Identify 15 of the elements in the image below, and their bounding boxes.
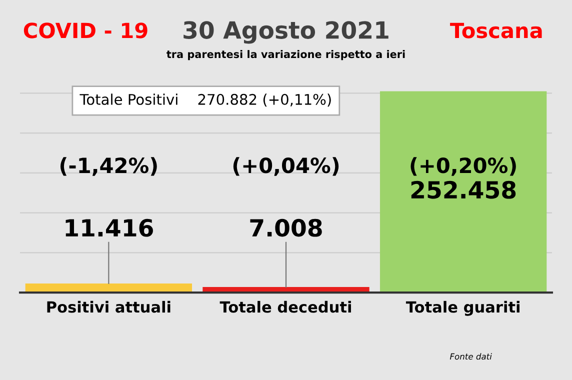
annotation: (-1,42%) bbox=[60, 157, 157, 176]
x-tick-label: Totale guariti bbox=[406, 300, 520, 316]
data-label: 11.416 bbox=[66, 218, 153, 237]
data-label: 252.458 bbox=[411, 180, 516, 199]
chart-subtitle: tra parentesi la variazione rispetto a ieri bbox=[166, 50, 405, 60]
text: Toscana bbox=[450, 22, 542, 38]
x-tick-label: Positivi attuali bbox=[47, 300, 170, 313]
data-label: 7.008 bbox=[250, 218, 322, 237]
chart-title: 30 Agosto 2021 bbox=[184, 21, 388, 44]
annotation: (+0,20%) bbox=[410, 157, 516, 176]
x-tick-label: Totale deceduti bbox=[220, 300, 351, 313]
annotation: Totale Positivi 270.882 (+0,11%) bbox=[80, 94, 331, 107]
source-note: Fonte dati bbox=[450, 353, 492, 360]
text: COVID - 19 bbox=[24, 22, 148, 38]
annotation: (+0,04%) bbox=[233, 157, 339, 176]
